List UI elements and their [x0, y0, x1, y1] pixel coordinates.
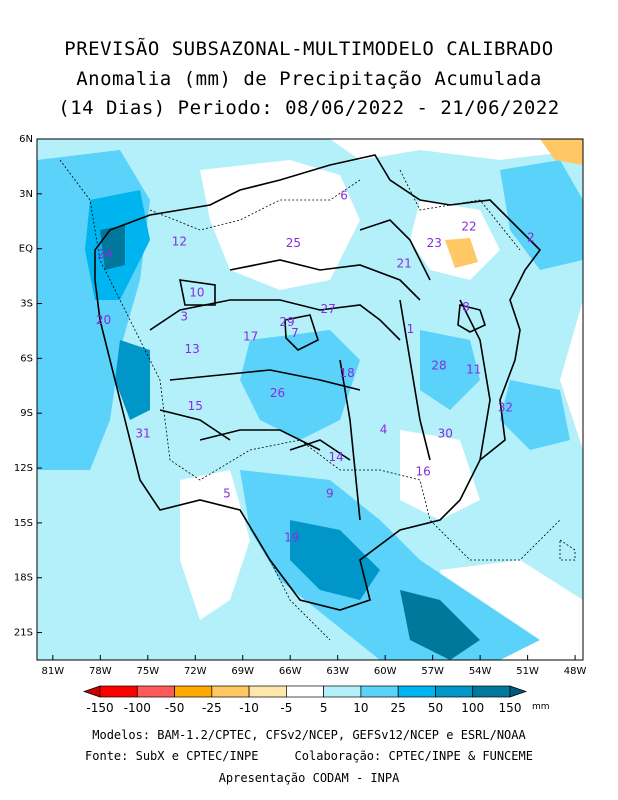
basin-label: 24 [97, 247, 112, 261]
lon-tick-label: 54W [469, 666, 492, 677]
basin-label: 8 [462, 300, 470, 314]
basin-label: 17 [243, 329, 258, 343]
lat-tick-label: EQ [19, 244, 33, 255]
lon-tick-label: 81W [42, 666, 65, 677]
lon-tick-label: 60W [374, 666, 397, 677]
map-frame [36, 138, 584, 661]
basin-label: 1 [407, 322, 415, 336]
colorbar-swatch [82, 685, 101, 698]
basin-label: 29 [279, 315, 294, 329]
colorbar-swatch [99, 685, 138, 698]
colorbar-swatch [323, 685, 362, 698]
lon-tick-label: 57W [421, 666, 444, 677]
lon-tick-label: 48W [564, 666, 587, 677]
basin-label: 3 [180, 309, 188, 323]
basin-label: 18 [340, 366, 355, 380]
country-borders [59, 159, 576, 641]
colorbar-swatch [509, 685, 528, 698]
colorbar-label: 5 [320, 701, 328, 715]
colorbar-label: -25 [202, 701, 222, 715]
basin-label: 32 [498, 401, 513, 415]
latitude-ticks: 6N 3N EQ 3S 6S 9S 12S 15S 18S 21S [14, 134, 42, 639]
lon-tick-label: 78W [89, 666, 112, 677]
basin-labels: 1234567891011121314151617181920212223242… [96, 189, 535, 545]
basin-label: 30 [438, 426, 453, 440]
basin-label: 31 [135, 426, 150, 440]
lon-tick-label: 66W [279, 666, 302, 677]
colorbar-label: -10 [239, 701, 259, 715]
lat-tick-label: 9S [20, 408, 33, 419]
longitude-ticks: 81W 78W 75W 72W 69W 66W 63W 60W 57W 54W 51W 48W [42, 655, 587, 677]
credits-collaboration: Colaboração: CPTEC/INPE & FUNCEME [294, 749, 533, 763]
basin-label: 12 [172, 234, 187, 248]
basin-label: 9 [326, 487, 334, 501]
basin-label: 23 [427, 236, 442, 250]
lat-tick-label: 3S [20, 299, 33, 310]
colorbar-swatch [211, 685, 250, 698]
lon-tick-label: 63W [326, 666, 349, 677]
basin-label: 6 [340, 189, 348, 203]
lat-tick-label: 18S [14, 573, 33, 584]
basin-label: 13 [184, 342, 199, 356]
basin-label: 4 [380, 423, 388, 437]
lat-tick-label: 6N [19, 134, 33, 145]
colorbar: -150 -100 -50 -25 -10 -5 5 10 25 50 100 150 mm [82, 685, 550, 715]
colorbar-swatch [435, 685, 474, 698]
colorbar-label: 50 [428, 701, 443, 715]
colorbar-label: 150 [499, 701, 522, 715]
credits-presentation: Apresentação CODAM - INPA [218, 771, 400, 785]
basin-label: 26 [270, 386, 285, 400]
basin-label: 14 [328, 450, 343, 464]
lat-tick-label: 15S [14, 518, 33, 529]
credits-sources: Fonte: SubX e CPTEC/INPE Colaboração: CP… [0, 749, 618, 763]
colorbar-label: 25 [391, 701, 406, 715]
map-title-line-1: PREVISÃO SUBSAZONAL-MULTIMODELO CALIBRAD… [64, 38, 554, 60]
precipitation-anomaly-map: 6N 3N EQ 3S 6S 9S 12S 15S 18S 21S 81W 78W 75W 72W 69W… [14, 134, 587, 715]
basin-label: 10 [189, 286, 204, 300]
colorbar-label: 10 [353, 701, 368, 715]
lon-tick-label: 69W [231, 666, 254, 677]
basin-label: 27 [321, 302, 336, 316]
lat-tick-label: 12S [14, 463, 33, 474]
basin-label: 16 [416, 465, 431, 479]
lat-tick-label: 6S [20, 353, 33, 364]
basin-outlines [94, 154, 542, 611]
basin-label: 15 [188, 399, 203, 413]
map-title-line-2: Anomalia (mm) de Precipitação Acumulada [76, 68, 542, 90]
lon-tick-label: 51W [516, 666, 539, 677]
lat-tick-label: 21S [14, 628, 33, 639]
colorbar-swatch [397, 685, 436, 698]
basin-label: 20 [96, 313, 111, 327]
colorbar-swatch [360, 685, 399, 698]
credits-source: Fonte: SubX e CPTEC/INPE [85, 749, 259, 763]
colorbar-swatch [174, 685, 213, 698]
basin-label: 11 [466, 362, 481, 376]
colorbar-label: -100 [124, 701, 151, 715]
basin-label: 28 [431, 359, 446, 373]
basin-label: 25 [286, 236, 301, 250]
basin-label: 5 [223, 487, 231, 501]
lon-tick-label: 75W [136, 666, 159, 677]
basin-label: 19 [284, 531, 299, 545]
colorbar-swatch [472, 685, 511, 698]
colorbar-swatch [248, 685, 287, 698]
colorbar-label: -5 [280, 701, 292, 715]
credits-models: Modelos: BAM-1.2/CPTEC, CFSv2/NCEP, GEFS… [92, 728, 526, 742]
anomaly-shading [37, 139, 583, 660]
basin-label: 22 [461, 220, 476, 234]
lat-tick-label: 3N [19, 189, 33, 200]
colorbar-swatch [286, 685, 324, 698]
basin-label: 7 [291, 326, 299, 340]
colorbar-label: 100 [461, 701, 484, 715]
lon-tick-label: 72W [184, 666, 207, 677]
colorbar-label: -50 [165, 701, 185, 715]
basin-label: 21 [397, 256, 412, 270]
colorbar-unit: mm [532, 702, 550, 712]
map-title-line-3: (14 Dias) Periodo: 08/06/2022 - 21/06/20… [58, 97, 560, 119]
basin-label: 2 [527, 231, 535, 245]
colorbar-label: -150 [86, 701, 113, 715]
colorbar-swatch [136, 685, 175, 698]
